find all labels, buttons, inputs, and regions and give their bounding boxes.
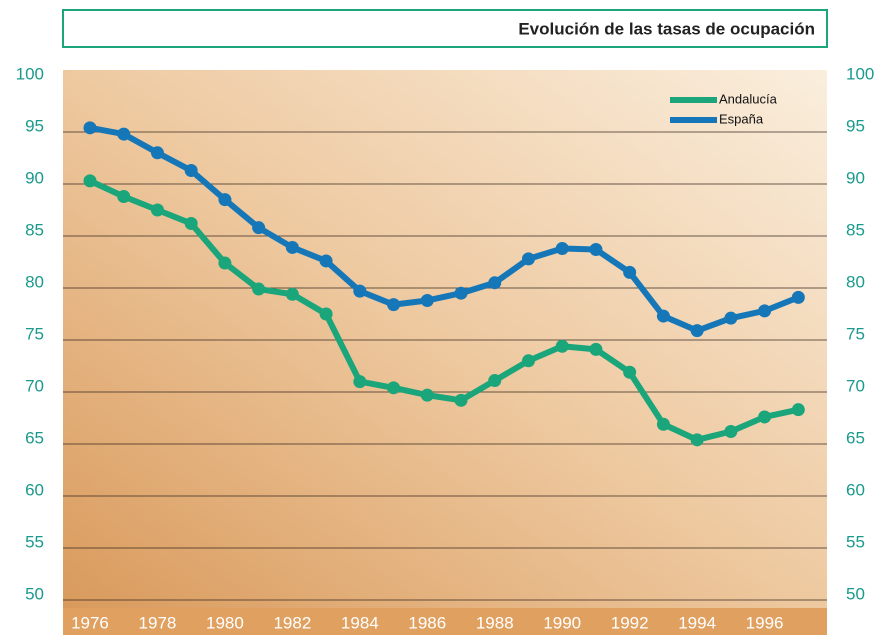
data-point xyxy=(285,240,299,254)
data-point xyxy=(488,276,502,290)
x-axis-strip xyxy=(63,608,827,635)
data-point xyxy=(319,254,333,268)
data-point xyxy=(387,381,401,395)
data-point xyxy=(656,417,670,431)
data-point xyxy=(555,339,569,353)
y-tick-label: 80 xyxy=(25,272,44,291)
x-tick-label: 1986 xyxy=(408,613,446,632)
data-point xyxy=(758,410,772,424)
data-point xyxy=(83,174,97,188)
x-tick-label: 1984 xyxy=(341,613,379,632)
y-tick-label: 85 xyxy=(25,220,44,239)
data-point xyxy=(353,375,367,389)
y2-tick-label: 55 xyxy=(846,532,865,551)
data-point xyxy=(656,309,670,323)
data-point xyxy=(521,354,535,368)
y-tick-label: 65 xyxy=(25,428,44,447)
y-tick-label: 55 xyxy=(25,532,44,551)
series-line xyxy=(89,124,800,334)
data-point xyxy=(589,243,603,257)
data-point xyxy=(690,324,704,338)
y2-tick-label: 60 xyxy=(846,480,865,499)
x-tick-label: 1980 xyxy=(206,613,244,632)
data-point xyxy=(555,241,569,255)
data-point xyxy=(690,433,704,447)
x-tick-label: 1982 xyxy=(273,613,311,632)
y-tick-label: 100 xyxy=(16,64,44,83)
data-point xyxy=(623,265,637,279)
y2-tick-label: 90 xyxy=(846,168,865,187)
y-tick-label: 60 xyxy=(25,480,44,499)
y2-tick-label: 65 xyxy=(846,428,865,447)
data-point xyxy=(488,374,502,388)
data-point xyxy=(521,252,535,266)
data-point xyxy=(454,286,468,300)
y2-tick-label: 80 xyxy=(846,272,865,291)
data-point xyxy=(83,121,97,135)
data-point xyxy=(791,290,805,304)
data-point xyxy=(724,425,738,439)
y2-tick-label: 50 xyxy=(846,584,865,603)
data-point xyxy=(218,193,232,207)
y2-tick-label: 85 xyxy=(846,220,865,239)
data-point xyxy=(387,298,401,312)
x-tick-label: 1990 xyxy=(543,613,581,632)
data-point xyxy=(319,307,333,321)
y-tick-label: 90 xyxy=(25,168,44,187)
data-point xyxy=(184,217,198,231)
y-tick-label: 95 xyxy=(25,116,44,135)
data-point xyxy=(285,287,299,301)
data-point xyxy=(623,365,637,379)
x-tick-label: 1976 xyxy=(71,613,109,632)
x-tick-label: 1988 xyxy=(476,613,514,632)
legend-label: España xyxy=(719,111,764,126)
data-point xyxy=(150,146,164,160)
x-tick-label: 1996 xyxy=(746,613,784,632)
data-point xyxy=(353,284,367,298)
data-point xyxy=(791,403,805,417)
data-point xyxy=(252,282,266,296)
title-box xyxy=(62,9,828,48)
y-tick-label: 50 xyxy=(25,584,44,603)
x-tick-label: 1994 xyxy=(678,613,716,632)
data-point xyxy=(758,304,772,318)
y-tick-label: 75 xyxy=(25,324,44,343)
data-point xyxy=(184,163,198,177)
y2-tick-label: 100 xyxy=(846,64,874,83)
data-point xyxy=(117,127,131,141)
x-tick-label: 1992 xyxy=(611,613,649,632)
data-point xyxy=(150,203,164,217)
legend-label: Andalucía xyxy=(719,91,778,106)
data-point xyxy=(420,388,434,402)
plot-area xyxy=(63,70,827,608)
y2-tick-label: 75 xyxy=(846,324,865,343)
x-tick-label: 1978 xyxy=(139,613,177,632)
data-point xyxy=(724,311,738,325)
y-tick-label: 70 xyxy=(25,376,44,395)
y2-tick-label: 70 xyxy=(846,376,865,395)
data-point xyxy=(252,221,266,235)
data-point xyxy=(420,293,434,307)
chart-title: Evolución de las tasas de ocupación xyxy=(518,19,815,38)
series-line xyxy=(88,178,799,443)
data-point xyxy=(117,189,131,203)
data-point xyxy=(589,342,603,356)
data-point xyxy=(454,393,468,407)
y2-tick-label: 95 xyxy=(846,116,865,135)
data-point xyxy=(218,256,232,270)
